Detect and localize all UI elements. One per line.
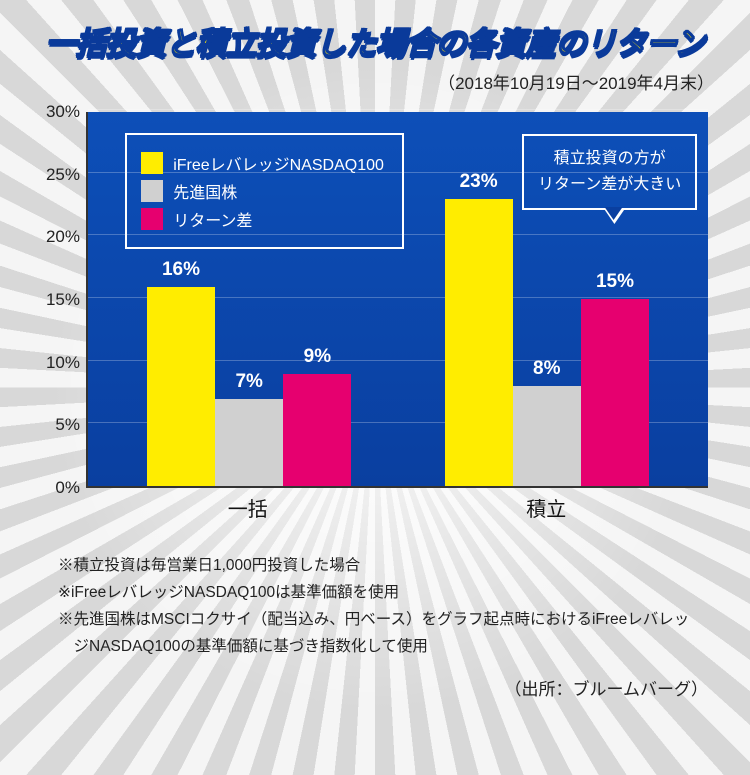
bar-value-label: 16% bbox=[162, 259, 200, 281]
bar-value-label: 15% bbox=[596, 271, 634, 293]
bar-value-label: 9% bbox=[304, 346, 331, 368]
legend-item-dev: 先進国株 bbox=[141, 179, 384, 203]
legend-label: iFreeレバレッジNASDAQ100 bbox=[173, 151, 384, 175]
y-tick-label: 25% bbox=[30, 165, 80, 185]
legend-swatch bbox=[141, 152, 163, 174]
legend-item-diff: リターン差 bbox=[141, 207, 384, 231]
y-tick-label: 0% bbox=[30, 478, 80, 498]
y-tick-label: 30% bbox=[30, 102, 80, 122]
bar-value-label: 23% bbox=[460, 171, 498, 193]
legend-item-ifree: iFreeレバレッジNASDAQ100 bbox=[141, 151, 384, 175]
date-range-subtitle: （2018年10月19日～2019年4月末） bbox=[30, 69, 720, 94]
callout-box: 積立投資の方が リターン差が大きい bbox=[522, 134, 697, 209]
y-tick-label: 5% bbox=[30, 415, 80, 435]
returns-bar-chart: 0%5%10%15%20%25%30% 16%7%9%23%8%15% iFre… bbox=[30, 104, 720, 534]
page-title: 一括投資と積立投資した場合の各資産のリターン bbox=[30, 18, 720, 63]
footnote-3: ※先進国株はMSCIコクサイ（配当込み、円ベース）をグラフ起点時におけるiFre… bbox=[58, 606, 692, 660]
y-tick-label: 15% bbox=[30, 290, 80, 310]
plot-area: 16%7%9%23%8%15% iFreeレバレッジNASDAQ100先進国株リ… bbox=[86, 112, 708, 488]
legend-swatch bbox=[141, 208, 163, 230]
callout-line2: リターン差が大きい bbox=[538, 172, 681, 198]
bar-lump-dev: 7% bbox=[215, 399, 283, 486]
footnote-1: ※積立投資は毎営業日1,000円投資した場合 bbox=[58, 552, 692, 579]
y-tick-label: 10% bbox=[30, 353, 80, 373]
legend-swatch bbox=[141, 180, 163, 202]
callout-line1: 積立投資の方が bbox=[538, 146, 681, 172]
bar-value-label: 8% bbox=[533, 358, 560, 380]
x-tick-label-accum: 積立 bbox=[526, 493, 566, 522]
legend-box: iFreeレバレッジNASDAQ100 先進国株リターン差 bbox=[125, 133, 404, 249]
bar-accum-diff: 15% bbox=[581, 299, 649, 486]
bar-lump-ifree: 16% bbox=[147, 287, 215, 486]
legend-label: 先進国株 bbox=[173, 179, 237, 203]
legend-label: リターン差 bbox=[173, 207, 252, 231]
bar-accum-dev: 8% bbox=[513, 386, 581, 486]
data-source: （出所：ブルームバーグ） bbox=[30, 675, 720, 700]
footnotes: ※積立投資は毎営業日1,000円投資した場合※iFreeレバレッジNASDAQ1… bbox=[30, 542, 720, 661]
gridline bbox=[88, 109, 708, 110]
x-tick-label-lump: 一括 bbox=[228, 493, 268, 522]
bar-accum-ifree: 23% bbox=[445, 199, 513, 486]
bar-value-label: 7% bbox=[235, 371, 262, 393]
footnote-2: ※iFreeレバレッジNASDAQ100は基準価額を使用 bbox=[58, 579, 692, 606]
infographic-content: 一括投資と積立投資した場合の各資産のリターン （2018年10月19日～2019… bbox=[0, 0, 750, 720]
y-tick-label: 20% bbox=[30, 227, 80, 247]
bar-lump-diff: 9% bbox=[283, 374, 351, 486]
